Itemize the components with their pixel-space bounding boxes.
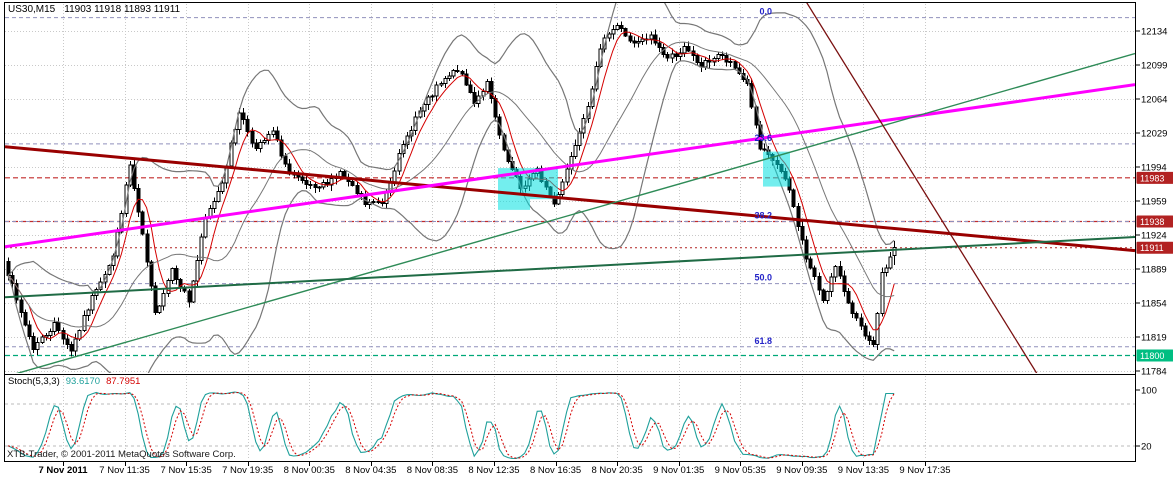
stochastic-name: Stoch(5,3,3) bbox=[8, 376, 60, 387]
price-badge-11938: 11938 bbox=[1140, 217, 1164, 227]
stoch-scale-label: 20 bbox=[1141, 442, 1152, 453]
fib-label-61.8: 61.8 bbox=[754, 336, 772, 346]
time-axis-label: 8 Nov 20:35 bbox=[592, 465, 643, 476]
stochastic-k-value: 93.6170 bbox=[65, 376, 101, 387]
time-axis-label: 7 Nov 11:35 bbox=[99, 465, 150, 476]
price-tick-label: 11784 bbox=[1141, 367, 1167, 378]
price-badge-11911: 11911 bbox=[1140, 243, 1164, 253]
bollinger-middle-line bbox=[7, 41, 895, 328]
time-axis-label: 9 Nov 01:35 bbox=[653, 465, 704, 476]
fib-label-23.6: 23.6 bbox=[754, 133, 772, 143]
price-badge-11800: 11800 bbox=[1140, 351, 1164, 361]
time-axis-label: 8 Nov 08:35 bbox=[407, 465, 458, 476]
price-tick-label: 12134 bbox=[1141, 27, 1167, 38]
time-axis-label: 9 Nov 09:35 bbox=[776, 465, 827, 476]
time-axis-label: 7 Nov 19:35 bbox=[222, 465, 273, 476]
price-badge-11983: 11983 bbox=[1140, 173, 1164, 183]
trendline-ascending-magenta bbox=[5, 83, 1135, 249]
price-tick-label: 11854 bbox=[1141, 299, 1167, 310]
axes-layer: 12134 12099 12064 12029 11994 11959 11924 11889… bbox=[38, 27, 1167, 476]
bollinger-upper-line bbox=[7, 3, 895, 293]
price-tick-label: 12064 bbox=[1141, 95, 1167, 106]
fib-label-50.0: 50.0 bbox=[754, 273, 772, 283]
time-axis-label: 7 Nov 2011 bbox=[38, 465, 88, 476]
time-axis-label: 8 Nov 04:35 bbox=[345, 465, 396, 476]
platform-copyright: XTB-Trader, © 2001-2011 MetaQuotes Softw… bbox=[7, 449, 236, 460]
time-axis-label: 8 Nov 16:35 bbox=[530, 465, 581, 476]
fib-label-38.2: 38.2 bbox=[754, 211, 772, 221]
ohlc-values: 11903 11918 11893 11911 bbox=[64, 4, 181, 15]
price-tick-label: 11924 bbox=[1141, 231, 1167, 242]
stochastic-d-line bbox=[7, 391, 895, 459]
trendline-resistance-thick-red bbox=[5, 145, 1135, 253]
stochastic-d-value: 87.7951 bbox=[106, 376, 141, 387]
grid-layer bbox=[5, 4, 1135, 460]
fibonacci-layer bbox=[5, 17, 1135, 348]
stoch-scale-label: 100 bbox=[1141, 386, 1157, 397]
price-tick-label: 11994 bbox=[1141, 163, 1167, 174]
price-tick-label: 11959 bbox=[1141, 197, 1167, 208]
price-badges-layer: 11983 11938 11911 11800 bbox=[1136, 171, 1173, 362]
time-axis-label: 9 Nov 17:35 bbox=[899, 465, 950, 476]
time-axis-label: 8 Nov 12:35 bbox=[468, 465, 519, 476]
time-axis-label: 9 Nov 13:35 bbox=[838, 465, 889, 476]
trendlines-layer bbox=[5, 3, 1135, 373]
symbol-timeframe-label: US30,M15 bbox=[8, 4, 56, 15]
price-tick-label: 11889 bbox=[1141, 265, 1167, 276]
highlight-zones-layer bbox=[498, 151, 790, 210]
trendline-ascending-green-steep bbox=[15, 52, 1135, 373]
chart-header: US30,M15 11903 11918 11893 11911 bbox=[8, 4, 180, 15]
stochastic-indicator-label: Stoch(5,3,3) 93.6170 87.7951 bbox=[8, 376, 140, 387]
price-tick-label: 12099 bbox=[1141, 61, 1167, 72]
price-tick-label: 11819 bbox=[1141, 333, 1167, 344]
stochastic-layer bbox=[5, 403, 1135, 447]
time-axis-label: 8 Nov 00:35 bbox=[284, 465, 335, 476]
bollinger-lower-line bbox=[7, 60, 895, 373]
trendline-descending-dark-red bbox=[806, 3, 1038, 373]
price-tick-label: 12029 bbox=[1141, 129, 1167, 140]
fast-ma-line bbox=[7, 31, 895, 340]
stochastic-k-line bbox=[7, 391, 895, 460]
fib-label-0.0: 0.0 bbox=[759, 7, 772, 17]
time-axis-label: 9 Nov 05:35 bbox=[715, 465, 766, 476]
time-axis-label: 7 Nov 15:35 bbox=[161, 465, 212, 476]
chart-borders bbox=[4, 2, 1136, 462]
trendline-ascending-green-shallow bbox=[5, 236, 1135, 299]
